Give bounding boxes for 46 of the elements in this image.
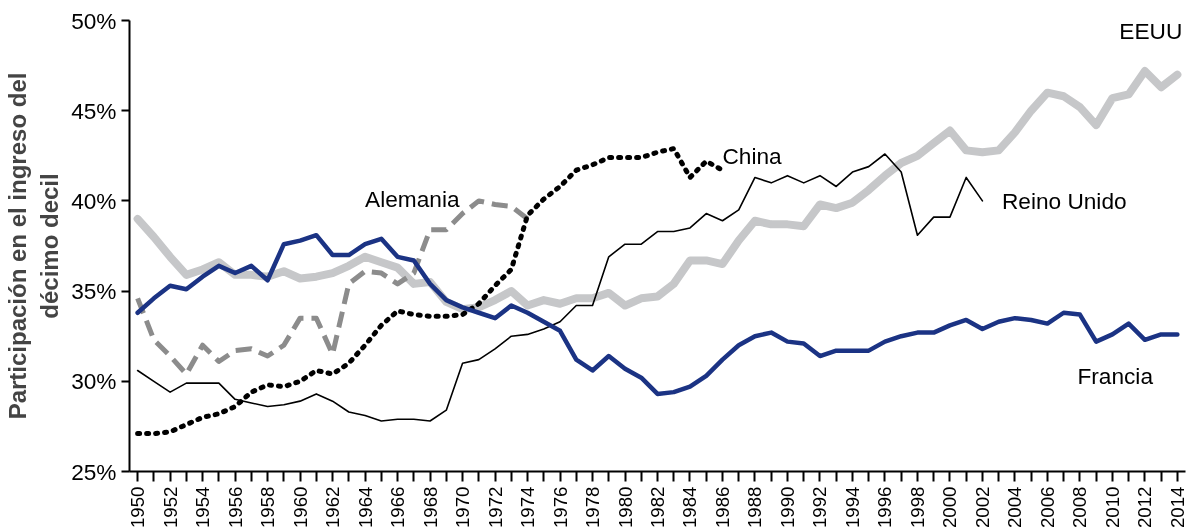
y-tick-label: 30% — [71, 368, 117, 395]
series-label: Reino Unido — [1001, 187, 1127, 214]
x-tick-label: 1964 — [354, 486, 376, 528]
series-label: Francia — [1077, 362, 1154, 389]
series-label: China — [722, 142, 783, 169]
x-tick-label: 1988 — [744, 486, 766, 528]
y-tick-label: 25% — [71, 458, 117, 485]
x-tick-label: 1956 — [224, 486, 246, 528]
x-tick-label: 1982 — [647, 486, 668, 528]
x-tick-label: 1990 — [776, 486, 798, 528]
x-tick-label: 1976 — [549, 486, 571, 528]
y-tick-label: 35% — [71, 278, 117, 305]
y-tick-label: 50% — [71, 7, 117, 34]
y-axis-title: Participación en el ingreso del décimo decil — [3, 72, 64, 420]
x-tick-label: 1970 — [452, 486, 474, 528]
x-tick-label: 1954 — [192, 486, 214, 528]
x-tick-label: 1984 — [679, 486, 701, 528]
x-tick-label: 2000 — [939, 486, 961, 528]
x-tick-label: 1996 — [874, 486, 896, 528]
x-tick-label: 1962 — [322, 486, 344, 528]
x-tick-label: 1952 — [159, 486, 181, 528]
series-label: EEUU — [1119, 18, 1183, 45]
y-tick-label: 40% — [71, 187, 117, 214]
x-tick-label: 2006 — [1036, 486, 1058, 528]
x-tick-label: 1994 — [841, 486, 863, 528]
x-tick-label: 1978 — [582, 486, 604, 528]
x-tick-label: 1998 — [906, 486, 928, 528]
x-tick-label: 2002 — [971, 486, 993, 528]
x-tick-label: 1980 — [614, 486, 636, 528]
x-tick-label: 2008 — [1069, 486, 1091, 528]
series-label: Alemania — [365, 186, 460, 213]
x-tick-label: 1974 — [517, 486, 539, 528]
x-tick-label: 2012 — [1134, 486, 1156, 528]
x-tick-label: 2010 — [1101, 486, 1123, 528]
x-tick-label: 1960 — [289, 486, 311, 528]
x-tick-label: 1986 — [711, 486, 733, 528]
x-tick-label: 2004 — [1004, 486, 1026, 528]
line-series — [135, 232, 1180, 397]
x-tick-label: 1966 — [387, 486, 409, 528]
x-tick-label: 1968 — [419, 486, 441, 528]
x-tick-label: 1950 — [127, 486, 149, 528]
y-tick-label: 45% — [71, 97, 117, 124]
x-tick-label: 1972 — [484, 486, 506, 528]
x-tick-label: 1992 — [809, 486, 831, 528]
x-tick-label: 1958 — [257, 486, 279, 528]
x-tick-label: 2014 — [1166, 486, 1188, 528]
